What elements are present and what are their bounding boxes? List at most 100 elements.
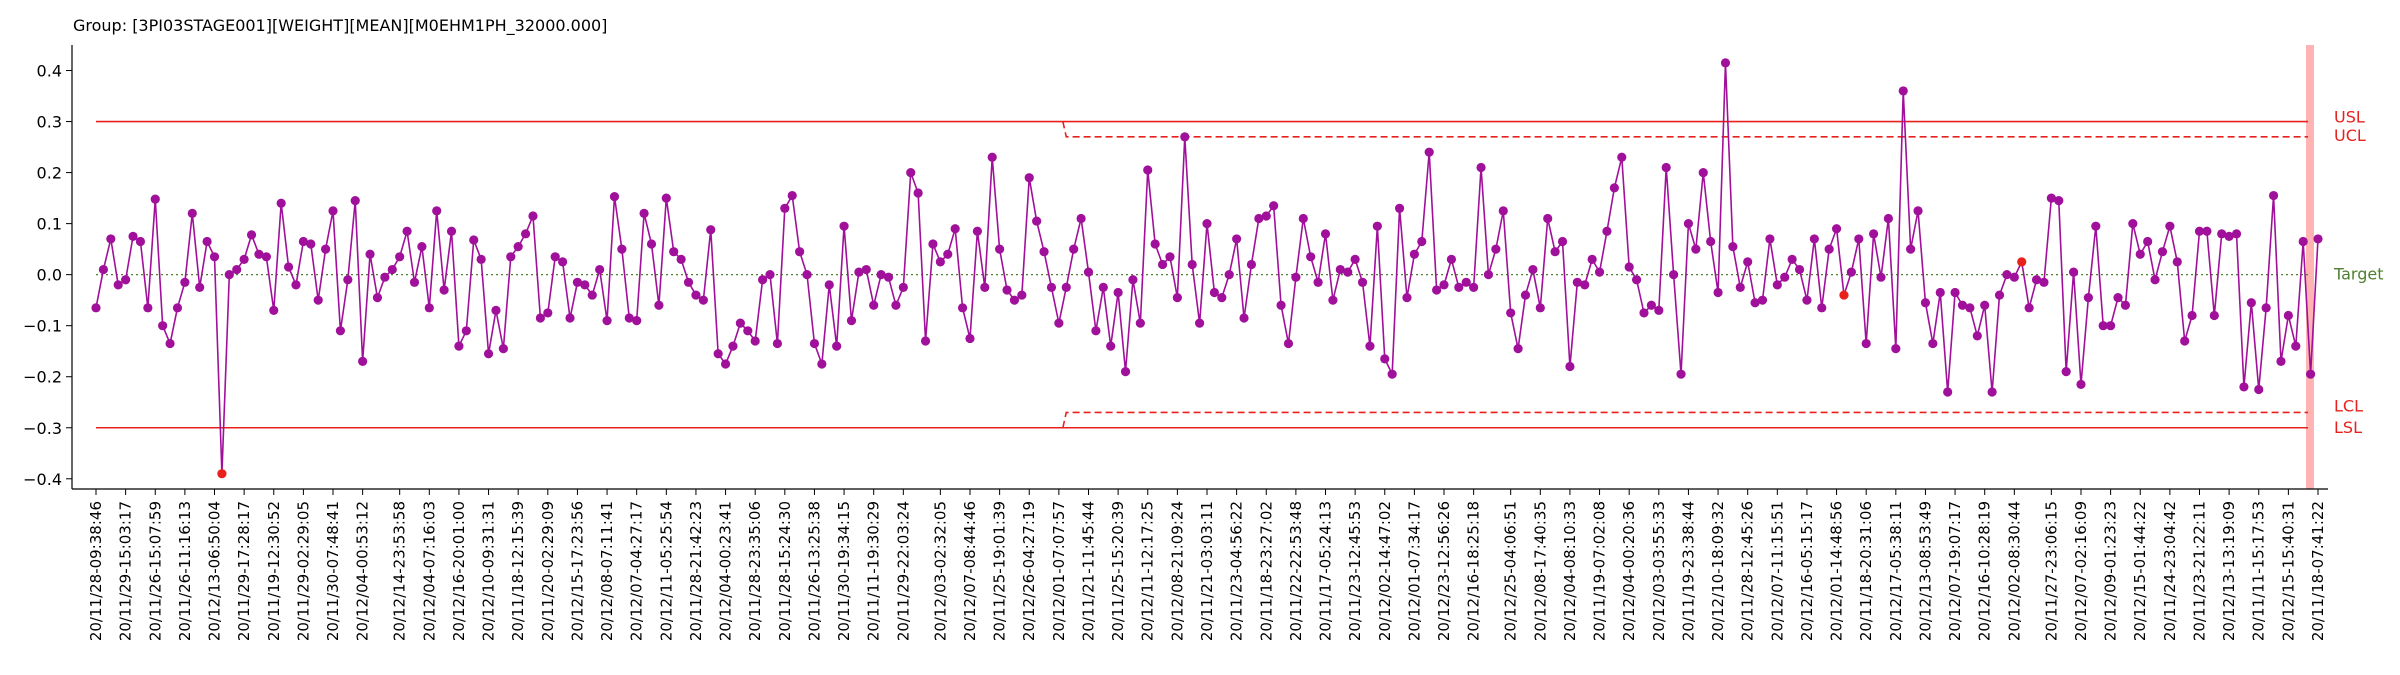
data-point[interactable]	[2202, 226, 2212, 236]
out-of-control-point[interactable]	[1839, 290, 1849, 300]
data-point[interactable]	[832, 341, 842, 351]
data-point[interactable]	[891, 300, 901, 310]
data-point[interactable]	[1550, 247, 1560, 257]
out-of-control-point[interactable]	[2017, 257, 2027, 267]
data-point[interactable]	[1802, 295, 1812, 305]
data-point[interactable]	[698, 295, 708, 305]
data-point[interactable]	[2046, 193, 2056, 203]
data-point[interactable]	[1869, 229, 1879, 239]
data-point[interactable]	[624, 313, 634, 323]
data-point[interactable]	[758, 275, 768, 285]
data-point[interactable]	[469, 235, 479, 245]
data-point[interactable]	[1565, 361, 1575, 372]
data-point[interactable]	[143, 303, 153, 313]
data-point[interactable]	[772, 338, 783, 349]
data-point[interactable]	[1706, 236, 1716, 247]
data-point[interactable]	[461, 326, 471, 336]
data-point[interactable]	[476, 254, 486, 264]
data-point[interactable]	[1535, 303, 1545, 313]
data-point[interactable]	[158, 321, 168, 331]
data-point[interactable]	[1580, 280, 1590, 290]
data-point[interactable]	[706, 225, 716, 235]
data-point[interactable]	[2143, 236, 2153, 247]
data-point[interactable]	[180, 277, 190, 287]
data-point[interactable]	[1261, 211, 1271, 221]
data-point[interactable]	[1409, 249, 1419, 259]
data-point[interactable]	[2024, 303, 2034, 313]
data-point[interactable]	[913, 188, 923, 198]
data-point[interactable]	[387, 264, 397, 275]
data-point[interactable]	[543, 308, 553, 318]
data-point[interactable]	[1128, 275, 1138, 285]
data-point[interactable]	[565, 313, 575, 323]
data-point[interactable]	[1972, 331, 1982, 341]
data-point[interactable]	[609, 191, 620, 202]
data-point[interactable]	[1061, 282, 1071, 293]
data-point[interactable]	[2113, 293, 2123, 303]
data-point[interactable]	[506, 252, 516, 262]
data-point[interactable]	[1809, 234, 1819, 244]
data-point[interactable]	[439, 285, 449, 295]
data-point[interactable]	[846, 315, 857, 326]
data-point[interactable]	[1935, 287, 1945, 298]
data-point[interactable]	[943, 249, 953, 259]
data-point[interactable]	[2128, 219, 2138, 229]
data-point[interactable]	[2106, 321, 2116, 331]
data-point[interactable]	[1365, 341, 1375, 351]
data-point[interactable]	[261, 252, 271, 262]
data-point[interactable]	[817, 359, 827, 369]
data-point[interactable]	[1335, 264, 1345, 275]
data-point[interactable]	[306, 239, 316, 249]
data-point[interactable]	[2254, 384, 2264, 395]
data-point[interactable]	[1713, 287, 1723, 298]
data-point[interactable]	[1683, 219, 1694, 229]
data-point[interactable]	[1387, 369, 1397, 379]
data-point[interactable]	[617, 244, 627, 254]
data-point[interactable]	[2231, 229, 2242, 239]
data-point[interactable]	[106, 234, 116, 244]
data-point[interactable]	[1506, 308, 1516, 318]
data-point[interactable]	[1269, 201, 1279, 211]
data-point[interactable]	[2291, 341, 2301, 351]
data-point[interactable]	[1765, 234, 1775, 244]
data-point[interactable]	[1543, 213, 1553, 224]
data-point[interactable]	[2268, 190, 2279, 201]
data-point[interactable]	[906, 167, 916, 178]
data-point[interactable]	[661, 193, 671, 203]
data-point[interactable]	[1876, 272, 1886, 282]
data-point[interactable]	[195, 282, 205, 293]
data-point[interactable]	[402, 226, 412, 236]
data-point[interactable]	[987, 152, 997, 162]
data-point[interactable]	[1987, 387, 1997, 397]
data-point[interactable]	[1291, 272, 1301, 282]
data-point[interactable]	[1631, 275, 1642, 285]
data-point[interactable]	[809, 338, 820, 349]
data-point[interactable]	[2276, 356, 2286, 367]
data-point[interactable]	[1639, 308, 1649, 318]
data-point[interactable]	[1720, 58, 1731, 68]
data-point[interactable]	[1587, 254, 1597, 264]
data-point[interactable]	[276, 198, 286, 208]
data-point[interactable]	[1957, 300, 1968, 310]
data-point[interactable]	[254, 249, 264, 259]
data-point[interactable]	[283, 262, 294, 272]
data-point[interactable]	[454, 341, 464, 351]
data-point[interactable]	[1898, 86, 1908, 96]
data-point[interactable]	[2261, 303, 2271, 313]
data-point[interactable]	[1239, 313, 1249, 323]
data-point[interactable]	[1794, 264, 1805, 275]
data-point[interactable]	[1883, 213, 1894, 224]
data-point[interactable]	[1320, 229, 1331, 239]
data-point[interactable]	[602, 315, 612, 326]
data-point[interactable]	[920, 336, 931, 346]
data-point[interactable]	[683, 277, 694, 287]
data-point[interactable]	[128, 231, 138, 241]
data-point[interactable]	[498, 344, 508, 354]
data-point[interactable]	[520, 229, 531, 239]
data-point[interactable]	[1009, 295, 1020, 305]
data-point[interactable]	[2002, 270, 2012, 280]
data-point[interactable]	[1846, 267, 1856, 277]
data-point[interactable]	[1039, 247, 1049, 257]
data-point[interactable]	[528, 211, 538, 221]
data-point[interactable]	[876, 270, 886, 280]
